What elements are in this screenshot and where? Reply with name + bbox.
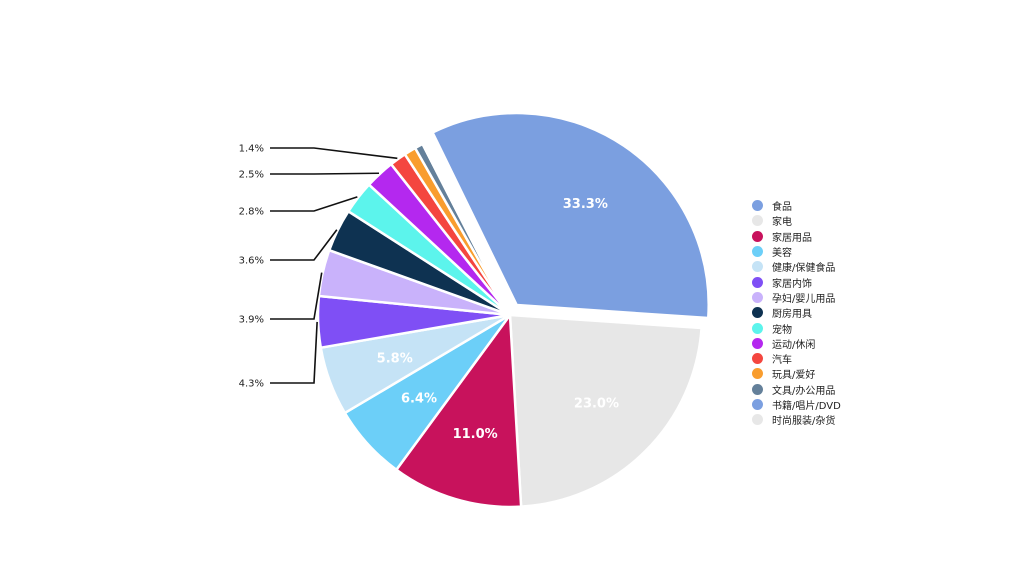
- pie-slice: [423, 140, 512, 316]
- legend-item: 文具/办公用品: [752, 382, 841, 397]
- legend-label: 家居用品: [772, 232, 812, 244]
- legend-item: 孕妇/婴儿用品: [752, 290, 841, 305]
- legend-label: 美容: [772, 248, 792, 260]
- legend-label: 书籍/唱片/DVD: [772, 401, 841, 412]
- callout-line: [270, 147, 398, 160]
- legend-marker: [752, 353, 763, 365]
- legend-label: 食品: [772, 202, 792, 214]
- legend-item: 食品: [752, 198, 841, 213]
- callout-line: [270, 172, 380, 175]
- slice-label: 11.0%: [453, 427, 498, 442]
- legend-item: 厨房用具: [752, 305, 841, 320]
- legend-item: 家居内饰: [752, 274, 841, 290]
- legend-label: 汽车: [772, 355, 792, 367]
- legend-marker: [752, 399, 763, 410]
- pie-slice: [394, 311, 523, 509]
- legend-marker: [752, 368, 763, 380]
- legend-item: 玩具/爱好: [752, 366, 841, 381]
- slice-label: 33.3%: [563, 197, 608, 212]
- callout-line: [270, 321, 318, 384]
- callout-line: [270, 272, 323, 320]
- legend-label: 玩具/爱好: [772, 370, 816, 382]
- legend-item: 健康/保健食品: [752, 259, 841, 274]
- legend-item: 运动/休闲: [752, 336, 841, 351]
- legend-item: 美容: [752, 244, 841, 259]
- legend-item: 书籍/唱片/DVD: [752, 397, 841, 412]
- slice-label: 2.5%: [239, 170, 264, 181]
- legend-label: 运动/休闲: [772, 339, 816, 351]
- legend-marker: [752, 261, 763, 273]
- legend-label: 家电: [772, 217, 792, 229]
- legend-marker: [752, 414, 763, 426]
- pie-slice: [508, 313, 703, 508]
- slice-label: 6.4%: [401, 392, 437, 407]
- legend-label: 厨房用具: [772, 309, 812, 321]
- slice-label: 2.8%: [239, 207, 264, 218]
- legend-marker: [752, 200, 763, 212]
- legend-label: 家居内饰: [772, 278, 812, 290]
- legend-item: 家电: [752, 213, 841, 228]
- legend-marker: [752, 246, 763, 258]
- legend-label: 文具/办公用品: [772, 385, 836, 397]
- legend-item: 家居用品: [752, 229, 841, 244]
- slice-label: 4.3%: [239, 379, 264, 390]
- legend-item: 时尚服装/杂货: [752, 412, 841, 427]
- chart-legend: 食品家电家居用品美容健康/保健食品 家居内饰孕妇/婴儿用品 厨房用具宠物运动/休闲汽…: [752, 198, 841, 427]
- legend-label: 时尚服装/杂货: [772, 416, 836, 428]
- pie-slice: [430, 111, 710, 320]
- legend-marker: [752, 322, 763, 334]
- legend-marker: [752, 383, 763, 395]
- legend-item: 宠物: [752, 320, 841, 336]
- slice-label: 3.6%: [239, 256, 264, 267]
- legend-marker: [752, 291, 763, 303]
- slice-label: 3.9%: [239, 315, 264, 326]
- legend-label: 宠物: [772, 324, 792, 336]
- legend-marker: [752, 276, 763, 288]
- legend-marker: [752, 215, 763, 227]
- legend-label: 健康/保健食品: [772, 263, 836, 275]
- legend-marker: [752, 230, 763, 242]
- legend-marker: [752, 307, 763, 319]
- slice-label: 23.0%: [574, 396, 619, 411]
- legend-label: 孕妇/婴儿用品: [772, 293, 836, 305]
- slice-label: 1.4%: [239, 144, 264, 155]
- legend-marker: [752, 337, 763, 349]
- legend-item: 汽车: [752, 351, 841, 366]
- callout-line: [270, 196, 358, 212]
- callout-line: [270, 229, 338, 261]
- slice-label: 5.8%: [377, 352, 413, 367]
